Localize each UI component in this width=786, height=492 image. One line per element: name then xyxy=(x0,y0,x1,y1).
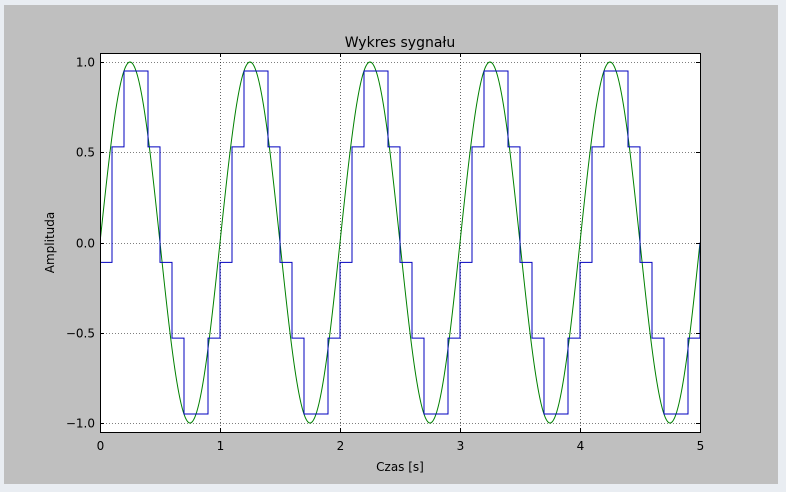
y-tick-label: 0.0 xyxy=(76,237,95,251)
axis-ticks: 0 1 2 3 4 5 −1.0 −0.5 0.0 0.5 1.0 xyxy=(66,53,704,453)
x-tick-label: 2 xyxy=(337,439,345,453)
y-tick-label: 1.0 xyxy=(76,56,95,70)
x-tick-label: 0 xyxy=(97,439,105,453)
chart-title: Wykres sygnału xyxy=(345,35,456,51)
y-tick-label: −0.5 xyxy=(66,327,95,341)
figure-canvas: 0 1 2 3 4 5 −1.0 −0.5 0.0 0.5 1.0 Wykres sygnału C… xyxy=(4,5,778,484)
x-tick-label: 4 xyxy=(577,439,585,453)
x-tick-label: 5 xyxy=(697,439,705,453)
y-axis-label: Amplituda xyxy=(43,212,57,273)
x-tick-label: 3 xyxy=(457,439,465,453)
data-layer xyxy=(100,61,700,424)
signal-chart: 0 1 2 3 4 5 −1.0 −0.5 0.0 0.5 1.0 Wykres sygnału C… xyxy=(43,35,704,474)
y-tick-label: −1.0 xyxy=(66,417,95,431)
series-staircase-line xyxy=(100,70,700,415)
x-axis-label: Czas [s] xyxy=(376,460,424,474)
x-tick-label: 1 xyxy=(217,439,225,453)
y-tick-label: 0.5 xyxy=(76,146,95,160)
